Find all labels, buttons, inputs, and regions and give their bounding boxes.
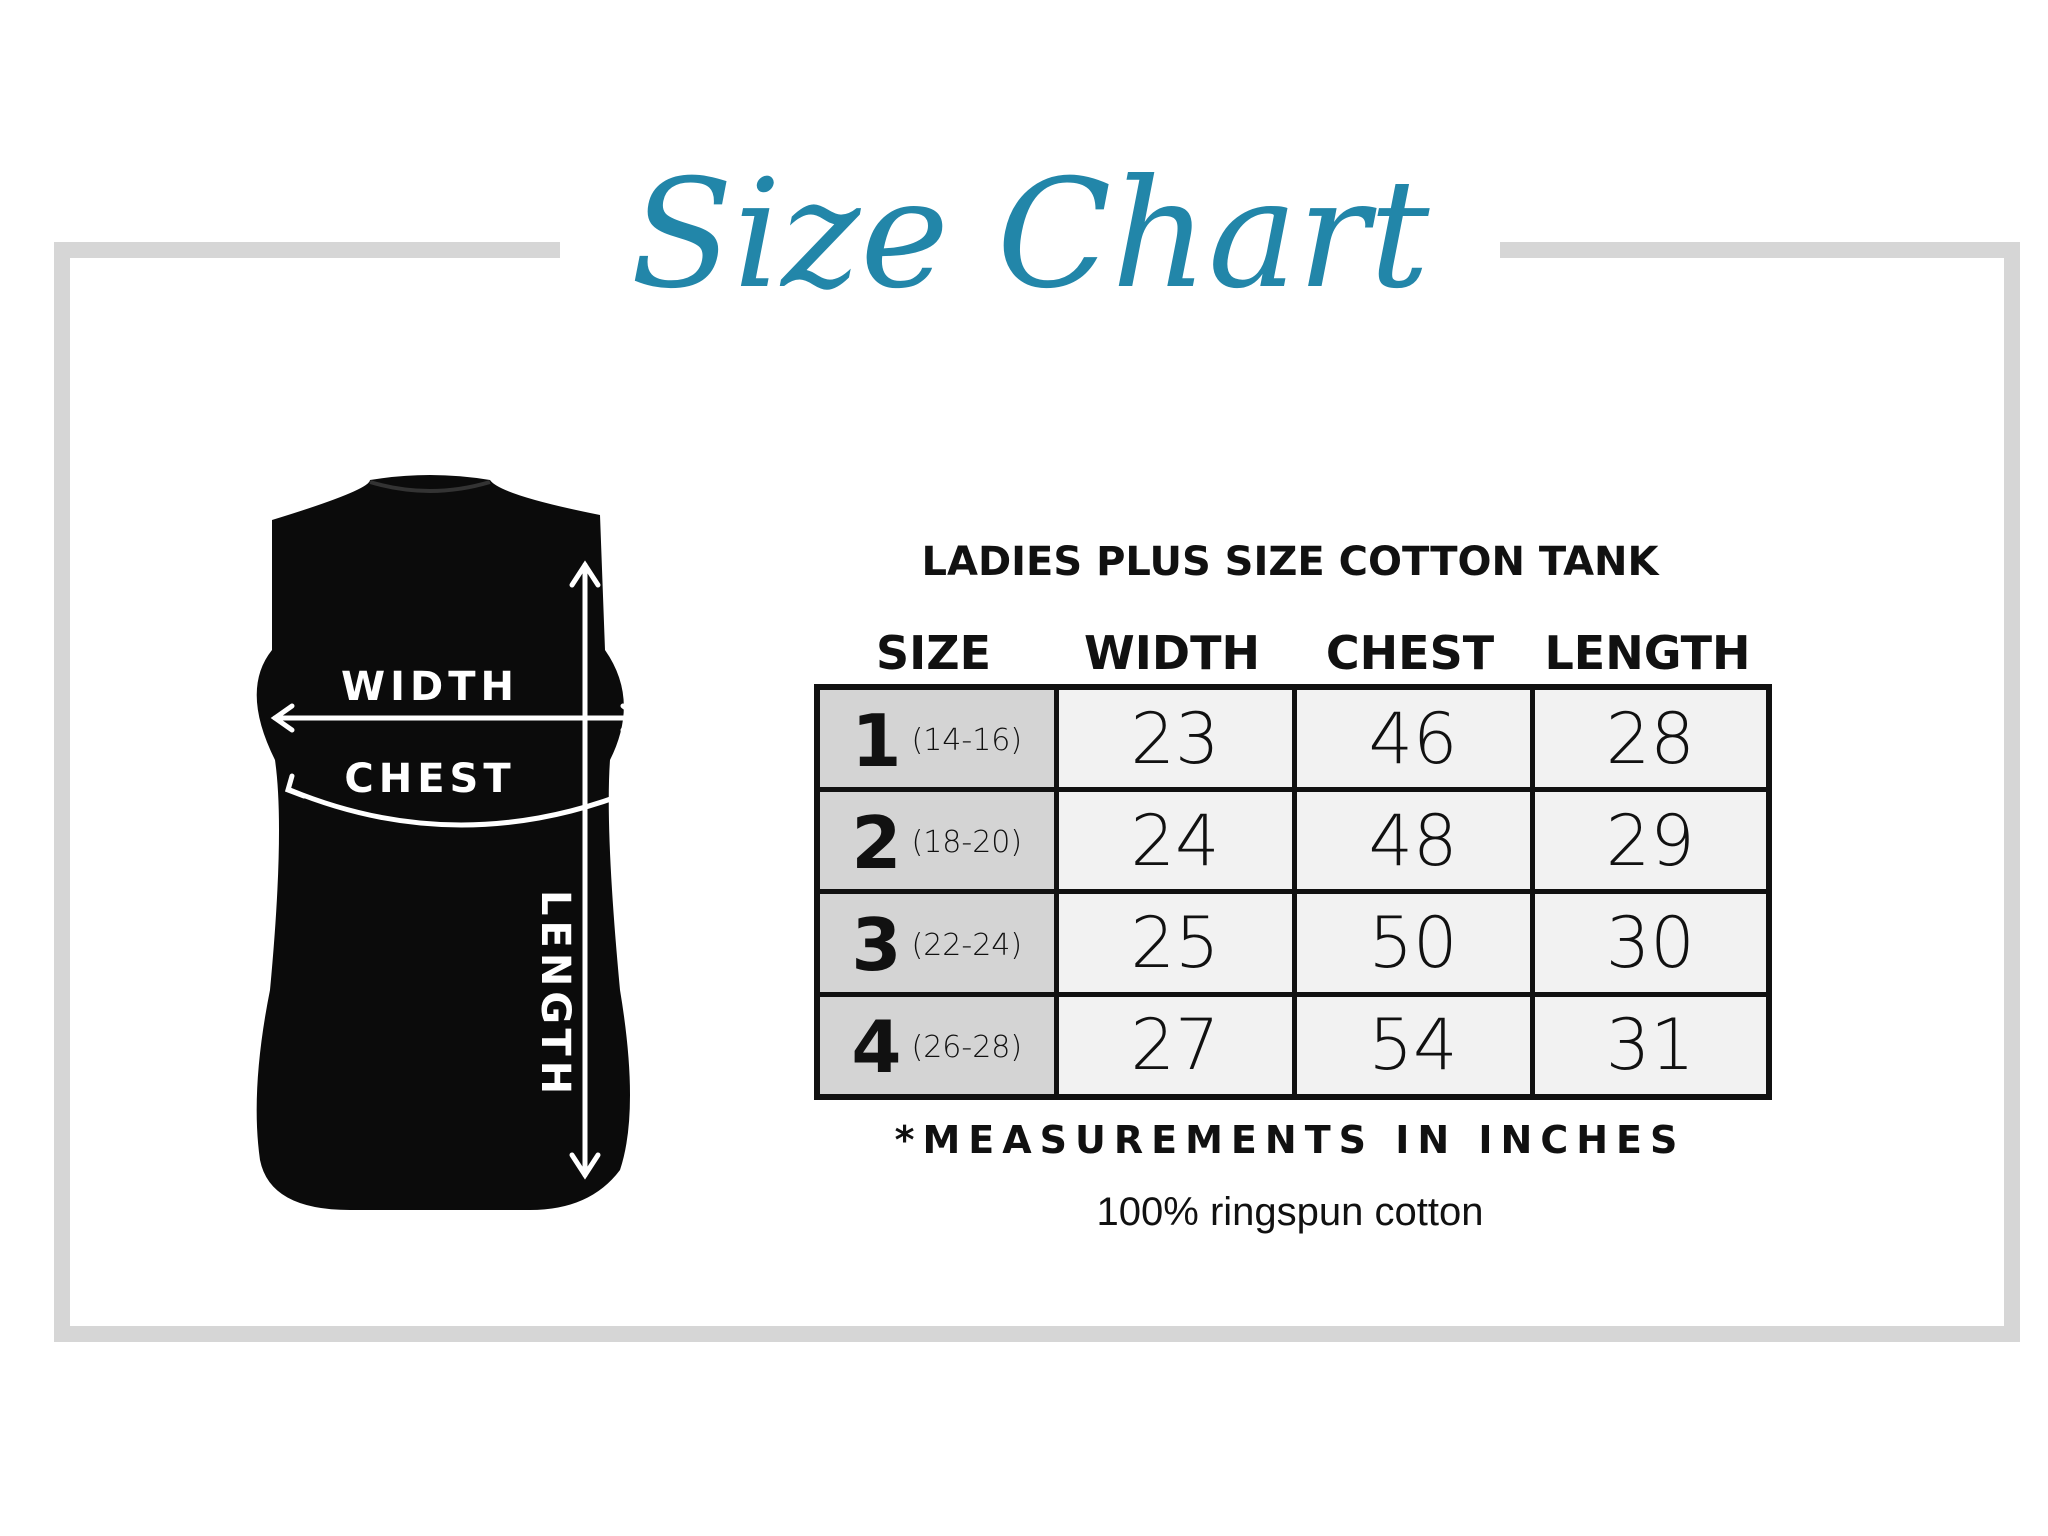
width-cell: 24 [1053, 787, 1297, 895]
chart-frame [54, 242, 2020, 1342]
size-cell: 4 (26-28) [814, 991, 1059, 1100]
measurement-note: *MEASUREMENTS IN INCHES [894, 1118, 1686, 1162]
size-cell: 2 (18-20) [814, 787, 1059, 895]
size-number: 4 [851, 1005, 902, 1090]
width-cell: 25 [1053, 889, 1297, 997]
chest-cell: 50 [1291, 889, 1535, 997]
size-number: 2 [851, 800, 902, 885]
length-label: LENGTH [532, 890, 578, 1099]
tank-top-diagram: WIDTH CHEST LENGTH [256, 475, 645, 1210]
tank-silhouette [256, 475, 630, 1210]
table-row: 3 (22-24) 25 50 30 [814, 889, 1772, 997]
table-row: 1 (14-16) 23 46 28 [814, 684, 1772, 793]
width-cell: 23 [1053, 684, 1297, 793]
column-header-chest: CHEST [1325, 626, 1495, 680]
size-range: (14-16) [911, 723, 1023, 759]
length-cell: 29 [1529, 787, 1772, 895]
chest-cell: 54 [1291, 991, 1535, 1100]
width-cell: 27 [1053, 991, 1297, 1100]
page-title: Size Chart [630, 148, 1430, 322]
size-range: (22-24) [911, 927, 1023, 963]
size-number: 3 [851, 903, 902, 988]
length-cell: 30 [1529, 889, 1772, 997]
column-header-size: SIZE [875, 626, 992, 680]
chest-label: CHEST [344, 756, 515, 802]
column-header-length: LENGTH [1544, 626, 1751, 680]
size-range: (18-20) [911, 825, 1023, 861]
length-cell: 31 [1529, 991, 1772, 1100]
size-number: 1 [851, 698, 902, 783]
chest-arrow [287, 787, 638, 828]
column-header-width: WIDTH [1084, 626, 1260, 680]
table-row: 4 (26-28) 27 54 31 [814, 991, 1772, 1100]
material-text: 100% ringspun cotton [1096, 1190, 1484, 1234]
size-cell: 3 (22-24) [814, 889, 1059, 997]
size-range: (26-28) [911, 1029, 1023, 1065]
title-gap [560, 200, 1500, 280]
table-row: 2 (18-20) 24 48 29 [814, 787, 1772, 895]
size-table: 1 (14-16) 23 46 28 2 (18-20) 24 48 29 3 (22-2… [814, 684, 1772, 1100]
chest-cell: 46 [1291, 684, 1535, 793]
product-heading: LADIES PLUS SIZE COTTON TANK [921, 539, 1659, 585]
width-label: WIDTH [341, 664, 519, 710]
chest-cell: 48 [1291, 787, 1535, 895]
length-cell: 28 [1529, 684, 1772, 793]
size-cell: 1 (14-16) [814, 684, 1059, 793]
